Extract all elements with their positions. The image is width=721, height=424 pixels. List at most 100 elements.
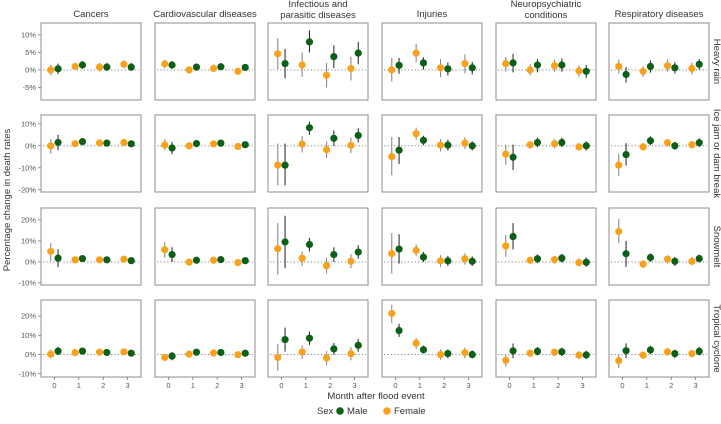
male-point [558, 254, 566, 262]
male-point [695, 60, 703, 68]
male-point [54, 138, 62, 147]
panel-frame [154, 22, 256, 101]
male-point [468, 257, 476, 265]
panel [381, 207, 483, 286]
female-point [274, 245, 282, 253]
male-point [695, 139, 703, 147]
female-point [71, 349, 79, 357]
female-point [95, 63, 104, 71]
female-point [502, 242, 510, 250]
female-point [161, 60, 169, 68]
female-point [412, 246, 420, 254]
male-point [533, 61, 542, 69]
male-point [192, 256, 201, 264]
y-tick-label: -10% [18, 163, 36, 172]
male-point [103, 139, 111, 147]
male-point [622, 151, 630, 159]
panel-frame [267, 114, 369, 193]
panel [154, 299, 256, 378]
male-point [444, 349, 452, 358]
x-tick-label: 1 [77, 381, 81, 390]
panel-frame [154, 114, 256, 193]
female-point [209, 64, 218, 73]
y-axis-label: Percentage change in death rates [2, 128, 13, 271]
panel [40, 299, 142, 378]
y-tick-label: 0% [25, 350, 36, 359]
panel [267, 114, 369, 193]
female-point [120, 255, 128, 263]
female-point [161, 246, 169, 254]
female-point [95, 256, 104, 264]
x-tick-label: 1 [304, 381, 308, 390]
x-tick-label: 1 [645, 381, 649, 390]
female-point [502, 60, 510, 68]
female-point [274, 161, 282, 169]
female-point [412, 130, 420, 138]
male-point [330, 345, 338, 353]
legend: Sex Male Female [317, 406, 426, 417]
male-point [395, 61, 403, 69]
male-point [330, 53, 338, 61]
column-title: Cancers [73, 9, 109, 20]
male-point [78, 61, 87, 69]
legend-male-marker [336, 407, 344, 415]
female-point [550, 140, 559, 148]
x-tick-label: 3 [580, 381, 584, 390]
male-point [671, 349, 679, 358]
female-point [615, 227, 623, 236]
male-point [444, 257, 452, 265]
female-point [575, 351, 583, 359]
male-point [533, 138, 542, 147]
panel-frame [495, 114, 597, 193]
male-point [305, 334, 314, 342]
female-point [47, 247, 55, 256]
male-point [241, 141, 249, 149]
male-point [671, 257, 679, 265]
male-point [671, 142, 679, 150]
panel-frame [495, 207, 597, 286]
male-point [558, 61, 566, 69]
y-tick-label: -20% [18, 185, 36, 194]
female-point [71, 62, 79, 70]
panel-frame [40, 114, 142, 193]
female-point [688, 349, 696, 358]
female-point [526, 349, 534, 357]
male-point [582, 142, 590, 150]
male-point [330, 250, 338, 259]
panel [495, 114, 597, 193]
female-point [461, 60, 469, 68]
panel [608, 22, 710, 101]
y-tick-label: 10% [21, 237, 36, 246]
female-point [575, 258, 583, 267]
male-point [533, 347, 542, 355]
male-point [241, 349, 249, 357]
panel-frame [154, 299, 256, 378]
male-point [695, 254, 703, 263]
column-title: Injuries [417, 9, 448, 20]
female-point [120, 138, 128, 147]
female-point [550, 62, 559, 70]
male-point [168, 250, 176, 259]
y-tick-label: 10% [21, 31, 36, 40]
female-point [639, 351, 647, 359]
male-point [622, 347, 630, 355]
x-tick-label: 0 [52, 381, 56, 390]
male-point [509, 59, 517, 67]
panels-grid: Cancers Cardiovascular diseases Infectious… [18, 0, 721, 390]
y-tick-label: 10% [21, 119, 36, 128]
female-point [209, 349, 218, 357]
male-point [646, 253, 655, 262]
column-title: Cardiovascular diseases [153, 9, 257, 20]
female-point [461, 255, 469, 263]
female-point [185, 258, 193, 266]
x-tick-label: 3 [125, 381, 129, 390]
female-point [322, 71, 331, 79]
female-point [412, 339, 420, 347]
male-point [168, 352, 176, 360]
female-point [95, 348, 104, 356]
female-point [639, 67, 647, 75]
female-point [347, 350, 355, 358]
female-point [688, 64, 696, 73]
male-point [305, 38, 314, 46]
